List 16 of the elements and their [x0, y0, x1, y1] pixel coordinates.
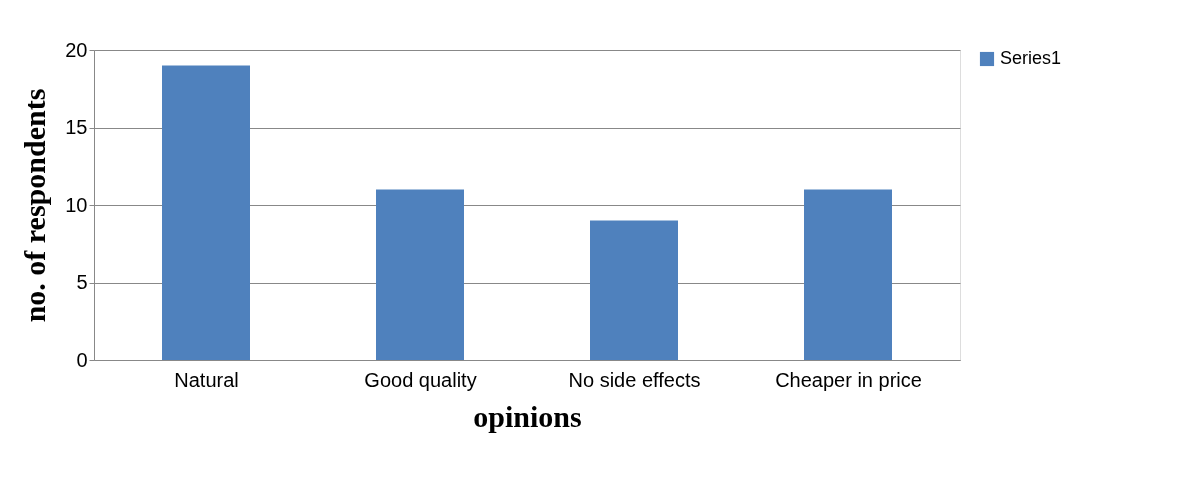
y-tick-label: 20: [65, 38, 88, 61]
y-tick-label: 0: [76, 348, 88, 371]
bar: [376, 189, 464, 360]
bar: [162, 65, 250, 360]
y-tick-label: 10: [65, 193, 88, 216]
bar: [804, 189, 892, 360]
x-tick-label: Cheaper in price: [775, 368, 922, 391]
y-tick-label: 15: [65, 116, 88, 138]
y-tick-label: 5: [76, 271, 88, 293]
bar: [590, 220, 678, 360]
legend-label: Series1: [1000, 48, 1062, 68]
x-tick-label: Good quality: [364, 368, 477, 391]
x-tick-label: No side effects: [568, 368, 701, 391]
x-axis-title: opinions: [473, 399, 582, 433]
y-axis-title: no. of respondents: [18, 88, 52, 323]
x-tick-label: Natural: [174, 368, 239, 391]
